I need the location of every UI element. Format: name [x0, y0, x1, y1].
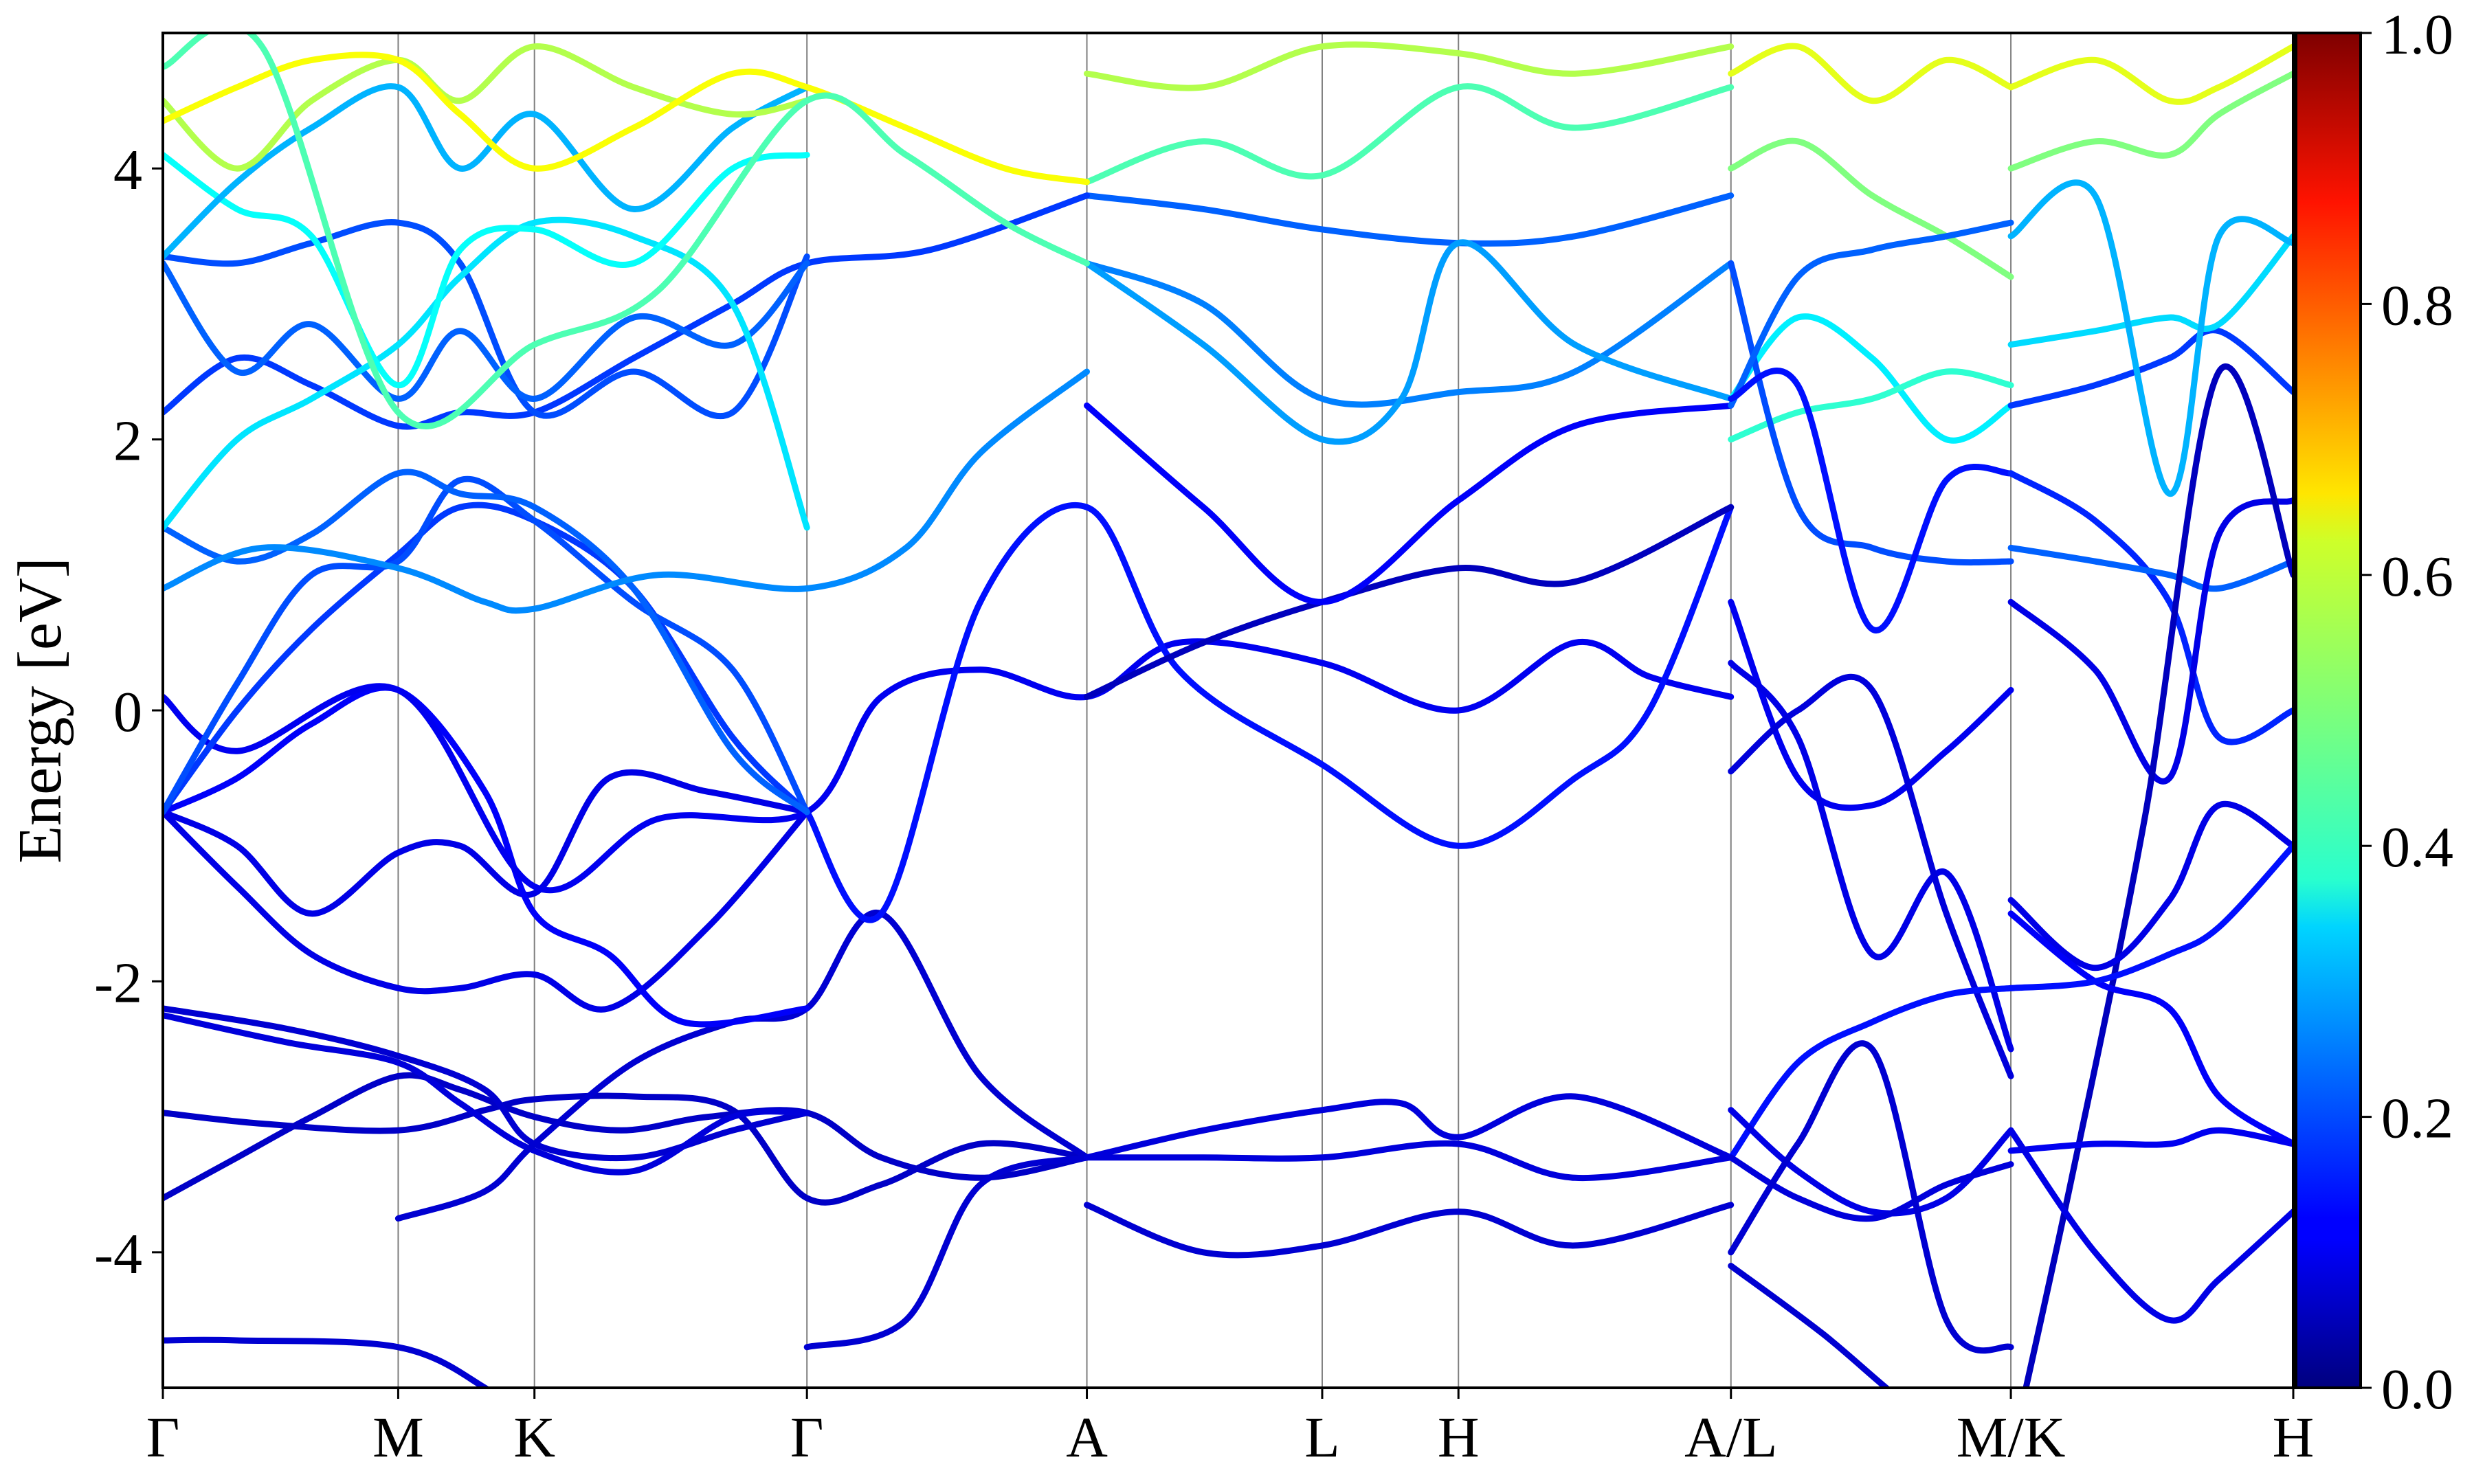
band-line	[163, 469, 810, 816]
band-line	[803, 502, 1735, 923]
kpoint-label: Γ	[146, 1406, 180, 1470]
y-tick-label: -2	[94, 951, 142, 1015]
band-line	[2007, 327, 2293, 409]
band-line	[2007, 70, 2293, 172]
kpoint-label: H	[1438, 1406, 1480, 1470]
band-line	[163, 769, 810, 917]
kpoint-label: A	[1066, 1406, 1108, 1470]
y-axis-ticks: 4 2 0 -2 -4	[94, 138, 163, 1286]
band-line	[163, 83, 810, 260]
x-axis-ticks: Γ M K Γ A L H A/L M/K H	[146, 1388, 2315, 1470]
band-line	[163, 475, 810, 816]
y-tick-label: 0	[113, 680, 142, 744]
band-line	[1728, 368, 2014, 633]
y-tick-label: -4	[94, 1222, 142, 1286]
band-line	[1084, 1140, 1735, 1182]
band-line	[1084, 504, 1735, 700]
colorbar-tick-label: 0.4	[2381, 816, 2453, 879]
colorbar-gradient	[2295, 32, 2362, 1389]
kpoint-label: A/L	[1684, 1406, 1777, 1470]
colorbar-tick-label: 0.0	[2381, 1358, 2453, 1421]
band-line	[163, 1336, 491, 1388]
band-line	[1728, 660, 2014, 1053]
band-line	[1084, 239, 1735, 445]
colorbar-tick-label: 0.8	[2381, 273, 2453, 337]
colorbar-tick-label: 1.0	[2381, 3, 2453, 67]
band-line	[1728, 219, 2014, 409]
band-line	[163, 1092, 1090, 1206]
band-line	[2007, 43, 2293, 105]
band-line	[163, 1012, 810, 1176]
y-tick-label: 4	[113, 138, 142, 202]
band-line	[2007, 842, 2293, 991]
band-line	[2007, 233, 2293, 348]
band-line	[163, 684, 810, 1028]
band-line	[803, 1154, 1090, 1351]
band-line	[1084, 260, 1735, 408]
band-line	[163, 809, 810, 1013]
band-line	[1728, 43, 2014, 104]
kpoint-label: M/K	[1957, 1406, 2066, 1470]
bands	[163, 33, 2293, 1388]
colorbar: 0.0 0.2 0.4 0.6 0.8 1.0	[2295, 3, 2453, 1421]
band-line	[2007, 1127, 2293, 1154]
y-tick-label: 2	[113, 409, 142, 473]
kpoint-label: Γ	[790, 1406, 824, 1470]
plot-area: 4 2 0 -2 -4 Γ M K Γ A L H A/L M/K H Energy [eV]	[6, 32, 2315, 1470]
kpoint-label: H	[2273, 1406, 2315, 1470]
band-line	[1728, 598, 2014, 811]
band-line	[2007, 497, 2293, 785]
band-line	[2007, 544, 2293, 592]
band-line	[1084, 402, 1735, 605]
band-line	[2007, 179, 2293, 497]
band-line	[163, 502, 810, 816]
band-line	[1084, 1202, 1735, 1259]
band-line	[163, 260, 810, 402]
band-line	[1728, 137, 2014, 280]
band-line	[163, 192, 1090, 430]
band-line	[1084, 41, 1735, 91]
band-line	[1728, 1040, 2014, 1354]
band-line	[1728, 368, 2014, 443]
band-line	[163, 33, 1090, 429]
y-axis-label: Energy [eV]	[6, 557, 74, 864]
band-line	[163, 52, 1090, 186]
band-line	[163, 43, 810, 172]
band-line	[1728, 313, 2014, 444]
band-line	[163, 1005, 810, 1162]
band-line	[163, 216, 810, 531]
kpoint-label: M	[372, 1406, 424, 1470]
band-line	[1084, 83, 1735, 186]
band-line	[2022, 363, 2293, 1388]
band-line	[1728, 985, 2014, 1161]
colorbar-tick-label: 0.6	[2381, 545, 2453, 609]
band-line	[1084, 192, 1735, 247]
band-line	[1728, 1263, 1891, 1388]
band-line	[163, 218, 810, 420]
band-line	[2007, 910, 2293, 1147]
band-line	[163, 152, 810, 389]
kpoint-label: K	[513, 1406, 555, 1470]
colorbar-tick-label: 0.2	[2381, 1087, 2453, 1151]
band-line	[2007, 1127, 2293, 1324]
band-line	[2007, 800, 2293, 971]
band-line	[1728, 1154, 2014, 1222]
band-line	[2007, 470, 2293, 745]
colorbar-ticks: 0.0 0.2 0.4 0.6 0.8 1.0	[2361, 3, 2453, 1421]
kpoint-label: L	[1304, 1406, 1339, 1470]
band-line	[163, 1072, 1090, 1202]
band-line	[1728, 673, 2014, 1079]
band-line	[163, 638, 1735, 894]
band-line	[1084, 1093, 1735, 1161]
band-line	[163, 368, 1090, 614]
